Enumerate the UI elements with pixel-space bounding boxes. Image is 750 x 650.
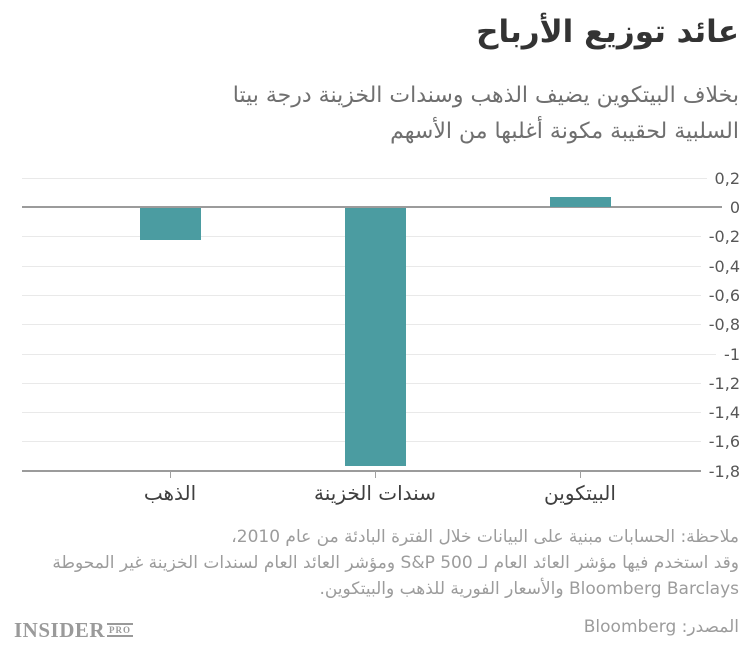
- gridline: [22, 177, 707, 179]
- bar-1: [139, 208, 201, 240]
- y-tick-label: -0,2: [708, 226, 740, 246]
- chart-subtitle: بخلاف البيتكوين يضيف الذهب وسندات الخزين…: [11, 78, 739, 150]
- logo-pro-badge: PRO: [107, 623, 134, 637]
- bar-2: [344, 208, 406, 466]
- y-tick-label: 0,2: [714, 168, 740, 188]
- bar-3: [549, 197, 611, 207]
- y-tick-label: -1,2: [708, 373, 740, 393]
- chart-subtitle-line1: بخلاف البيتكوين يضيف الذهب وسندات الخزين…: [232, 83, 739, 108]
- x-tick-mark: [375, 471, 376, 478]
- footnote-line3: Bloomberg Barclays والأسعار الفورية للذه…: [319, 579, 739, 599]
- gridline: [22, 470, 701, 472]
- zero-axis-line: [22, 206, 722, 208]
- y-tick-label: -1: [724, 344, 740, 364]
- footnote-line2: وقد استخدم فيها مؤشر العائد العام لـ S&P…: [52, 553, 739, 573]
- y-tick-label: 0: [729, 197, 740, 217]
- insider-pro-logo: INSIDER PRO: [14, 618, 134, 643]
- y-tick-label: -0,4: [708, 256, 740, 276]
- x-tick-mark: [580, 471, 581, 478]
- x-category-label: سندات الخزينة: [314, 481, 436, 505]
- x-tick-mark: [170, 471, 171, 478]
- chart-subtitle-line2: السلبية لحقيبة مكونة أغلبها من الأسهم: [390, 119, 739, 144]
- chart-title: عائد توزيع الأرباح: [476, 14, 739, 50]
- x-category-label: الذهب: [143, 481, 197, 505]
- x-category-label: البيتكوين: [544, 481, 616, 505]
- y-tick-label: -1,4: [708, 402, 740, 422]
- footnote-line1: ملاحظة: الحسابات مبنية على البيانات خلال…: [231, 527, 739, 547]
- y-tick-label: -1,6: [708, 431, 740, 451]
- footnote-block: ملاحظة: الحسابات مبنية على البيانات خلال…: [11, 524, 739, 602]
- source-credit: المصدر: Bloomberg: [583, 617, 739, 637]
- y-tick-label: -0,6: [708, 285, 740, 305]
- y-tick-label: -0,8: [708, 314, 740, 334]
- y-tick-label: -1,8: [708, 461, 740, 481]
- logo-insider-text: INSIDER: [14, 618, 106, 642]
